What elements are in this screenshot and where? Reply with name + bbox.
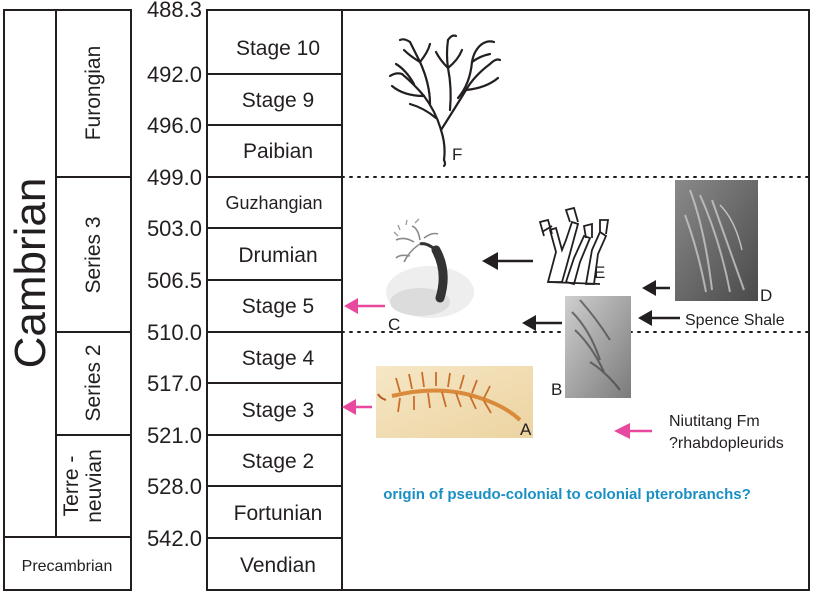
stage-label: Stage 3 bbox=[242, 399, 314, 422]
fossil-b-photo bbox=[565, 296, 631, 398]
pink-arrows bbox=[342, 298, 652, 439]
age-label: 488.3 bbox=[147, 0, 202, 22]
series-2: Series 2 bbox=[82, 344, 105, 421]
fossil-e-label: E bbox=[594, 263, 605, 282]
era-label: Cambrian bbox=[6, 178, 55, 369]
series-furongian: Furongian bbox=[82, 46, 105, 141]
origin-annotation: origin of pseudo-colonial to colonial pt… bbox=[383, 486, 751, 503]
stage-label: Guzhangian bbox=[225, 193, 322, 213]
age-label: 503.0 bbox=[147, 216, 202, 241]
stage-label: Stage 9 bbox=[242, 89, 314, 112]
age-label: 517.0 bbox=[147, 371, 202, 396]
age-labels: 488.3 492.0 496.0 499.0 503.0 506.5 510.… bbox=[147, 0, 202, 551]
age-label: 499.0 bbox=[147, 165, 202, 190]
fossil-c-drawing bbox=[386, 218, 474, 318]
stage-column bbox=[206, 9, 810, 591]
rhabdopleurids-label: ?rhabdopleurids bbox=[669, 435, 784, 452]
series-3: Series 3 bbox=[82, 216, 105, 293]
fossil-f-drawing bbox=[388, 34, 502, 168]
stage-label: Stage 5 bbox=[242, 295, 314, 318]
series-terreneuvian-line2: neuvian bbox=[83, 449, 106, 523]
niutitang-label: Niutitang Fm bbox=[669, 413, 760, 430]
age-label: 496.0 bbox=[147, 113, 202, 138]
black-arrows bbox=[482, 252, 680, 331]
spence-shale-label: Spence Shale bbox=[685, 312, 785, 329]
era-column bbox=[3, 9, 132, 591]
age-label: 510.0 bbox=[147, 320, 202, 345]
fossil-d-label: D bbox=[760, 286, 772, 305]
fossil-b-label: B bbox=[551, 380, 562, 399]
stage-label: Vendian bbox=[240, 554, 316, 577]
age-label: 542.0 bbox=[147, 526, 202, 551]
age-label: 528.0 bbox=[147, 474, 202, 499]
stage-label: Fortunian bbox=[234, 502, 323, 525]
stage-labels: Stage 10 Stage 9 Paibian Guzhangian Drum… bbox=[225, 37, 322, 577]
fossil-f-label: F bbox=[452, 145, 462, 164]
precambrian-label: Precambrian bbox=[22, 558, 113, 575]
stage-label: Drumian bbox=[238, 244, 317, 267]
fossil-c-label: C bbox=[388, 315, 400, 334]
fossil-e-drawing bbox=[538, 206, 610, 286]
fossil-a-photo bbox=[376, 366, 533, 438]
stage-label: Stage 4 bbox=[242, 347, 315, 370]
age-label: 506.5 bbox=[147, 268, 202, 293]
fossil-a-label: A bbox=[520, 420, 532, 439]
age-label: 521.0 bbox=[147, 423, 202, 448]
stage-label: Paibian bbox=[243, 140, 313, 163]
stage-label: Stage 10 bbox=[236, 37, 320, 60]
age-label: 492.0 bbox=[147, 62, 202, 87]
stage-label: Stage 2 bbox=[242, 450, 314, 473]
fossil-d-photo bbox=[675, 180, 758, 301]
series-terreneuvian-line1: Terre - bbox=[60, 456, 83, 517]
